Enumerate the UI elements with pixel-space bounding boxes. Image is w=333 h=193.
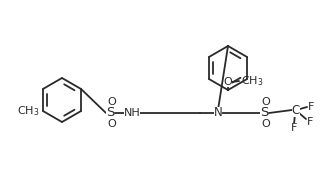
Text: CH$_3$: CH$_3$ bbox=[241, 74, 263, 88]
Text: N: N bbox=[214, 107, 222, 119]
Text: O: O bbox=[224, 77, 232, 87]
Text: S: S bbox=[260, 107, 268, 119]
Text: CH$_3$: CH$_3$ bbox=[17, 104, 40, 118]
Text: O: O bbox=[262, 119, 270, 129]
Text: O: O bbox=[108, 119, 116, 129]
Text: F: F bbox=[308, 102, 314, 112]
Text: NH: NH bbox=[124, 108, 141, 118]
Text: C: C bbox=[292, 103, 300, 117]
Text: O: O bbox=[108, 97, 116, 107]
Text: O: O bbox=[262, 97, 270, 107]
Text: F: F bbox=[291, 123, 297, 133]
Text: S: S bbox=[106, 107, 114, 119]
Text: F: F bbox=[307, 117, 313, 127]
